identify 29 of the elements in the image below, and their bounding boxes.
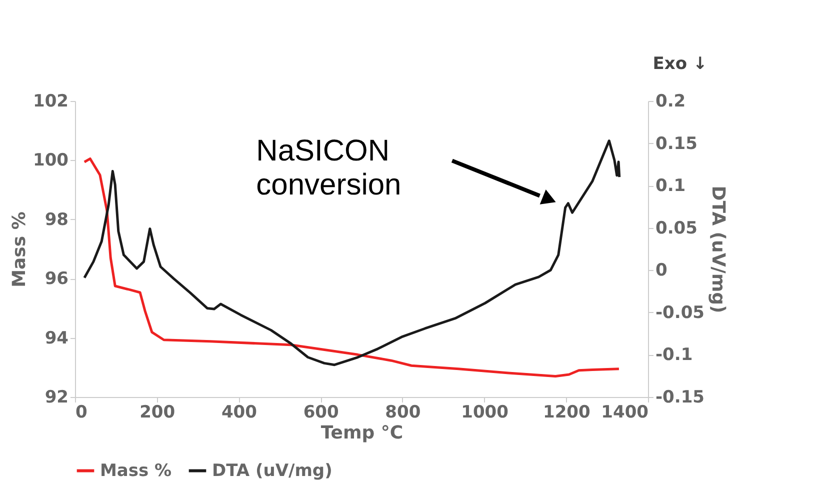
x-axis-title: Temp °C [320, 422, 404, 444]
y2-tick-label: -0.15 [656, 388, 704, 408]
text: Exo ↓ [652, 54, 708, 74]
y2-axis-title: DTA (uV/mg) [708, 186, 728, 314]
annotation: NaSICON conversion [256, 134, 402, 202]
x-tick-label: 1200 [542, 402, 590, 422]
y2-tick-label: -0.05 [656, 302, 704, 323]
y-tick-label: 96 [44, 269, 68, 290]
y-tick-label: 94 [44, 328, 69, 348]
y-tick-label: 102 [33, 92, 68, 112]
y-tick-label: 98 [44, 210, 68, 230]
y2-tick-label: -0.1 [656, 345, 693, 366]
legend-label: DTA (uV/mg) [212, 460, 332, 480]
x-tick-label: 0 [76, 402, 88, 422]
y2-tick-label: 0.2 [656, 92, 686, 112]
y2-tick-label: 0.05 [656, 218, 698, 238]
legend-label: Mass % [100, 460, 172, 480]
x-tick-label: 400 [221, 402, 258, 422]
y2-tick-label: 0.15 [656, 134, 698, 154]
x-tick-label: 600 [303, 402, 339, 422]
y-tick-label: 100 [33, 150, 69, 171]
y2-tick-label: 0.1 [656, 176, 686, 196]
y-axis-title: Mass % [9, 212, 30, 288]
x-tick-label: 1400 [601, 402, 649, 422]
x-tick-label: 1000 [461, 402, 509, 422]
y2-tick-label: 0 [656, 260, 668, 281]
x-tick-label: 200 [140, 402, 176, 422]
x-tick-label: 800 [385, 402, 421, 422]
y-tick-label: 92 [44, 388, 68, 408]
